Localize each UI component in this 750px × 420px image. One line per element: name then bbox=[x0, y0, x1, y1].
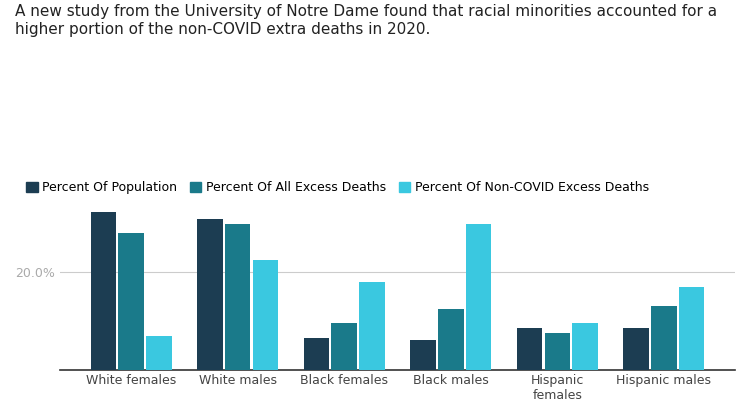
Bar bbox=[438, 309, 464, 370]
Legend: Percent Of Population, Percent Of All Excess Deaths, Percent Of Non-COVID Excess: Percent Of Population, Percent Of All Ex… bbox=[21, 176, 654, 200]
Bar bbox=[225, 224, 251, 370]
Bar bbox=[517, 328, 542, 370]
Bar bbox=[466, 224, 491, 370]
Bar bbox=[651, 306, 676, 370]
Bar bbox=[572, 323, 598, 370]
Bar bbox=[253, 260, 278, 370]
Bar bbox=[332, 323, 357, 370]
Bar bbox=[410, 341, 436, 370]
Bar bbox=[544, 333, 570, 370]
Bar bbox=[118, 234, 144, 370]
Bar bbox=[91, 212, 116, 370]
Text: A new study from the University of Notre Dame found that racial minorities accou: A new study from the University of Notre… bbox=[15, 4, 717, 37]
Bar bbox=[679, 287, 704, 370]
Bar bbox=[197, 219, 223, 370]
Bar bbox=[623, 328, 649, 370]
Bar bbox=[304, 338, 329, 370]
Bar bbox=[359, 282, 385, 370]
Bar bbox=[146, 336, 172, 370]
